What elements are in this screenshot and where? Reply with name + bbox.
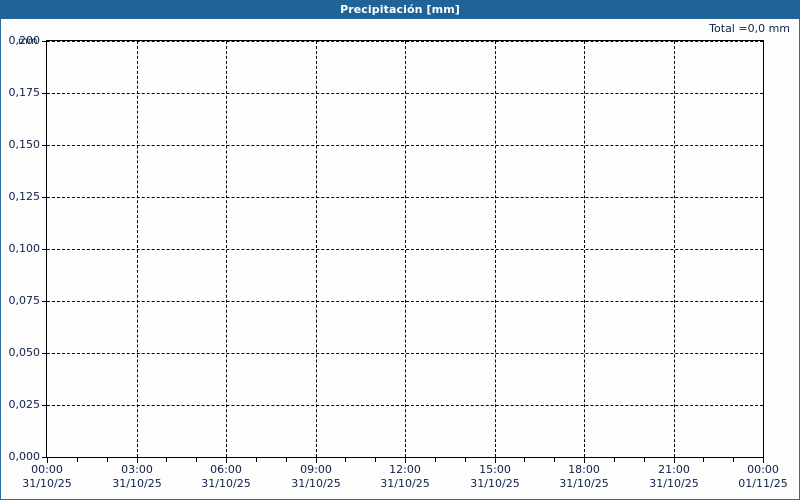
x-axis-label: 12:00 31/10/25 — [360, 463, 450, 491]
x-axis-major-tick — [316, 458, 317, 463]
x-axis-minor-tick — [524, 458, 525, 462]
x-axis-label-date: 31/10/25 — [112, 477, 162, 490]
x-axis-minor-tick — [733, 458, 734, 462]
x-axis-label-date: 31/10/25 — [649, 477, 699, 490]
y-axis-label: 0,200 — [1, 34, 41, 47]
x-gridline — [226, 41, 227, 457]
x-axis-minor-tick — [256, 458, 257, 462]
x-axis-label-time: 03:00 — [121, 463, 153, 476]
y-axis-tick — [42, 301, 46, 302]
x-axis-label: 03:00 31/10/25 — [92, 463, 182, 491]
x-axis-minor-tick — [196, 458, 197, 462]
x-axis-major-tick — [47, 458, 48, 463]
y-axis-tick — [42, 249, 46, 250]
x-gridline — [674, 41, 675, 457]
x-axis-minor-tick — [375, 458, 376, 462]
x-axis-label-date: 31/10/25 — [201, 477, 251, 490]
x-axis-label: 09:00 31/10/25 — [271, 463, 361, 491]
y-axis-label-text: 0,075 — [8, 294, 41, 307]
x-axis-label-date: 01/11/25 — [738, 477, 788, 490]
y-axis-label-text: 0,050 — [8, 346, 41, 359]
y-axis-label: 0,025 — [1, 398, 41, 411]
x-axis-minor-tick — [166, 458, 167, 462]
y-axis-tick — [42, 41, 46, 42]
y-axis-tick — [42, 353, 46, 354]
y-axis-label-text: 0,025 — [8, 398, 41, 411]
x-gridline — [137, 41, 138, 457]
y-axis-tick — [42, 197, 46, 198]
x-axis-label-date: 31/10/25 — [291, 477, 341, 490]
x-axis-minor-tick — [77, 458, 78, 462]
chart-content-area: Total =0,0 mm mm 0,000 0,025 0,050 0,075 0,1… — [0, 19, 800, 500]
x-axis-major-tick — [137, 458, 138, 463]
x-axis-label-time: 09:00 — [300, 463, 332, 476]
x-axis-label-date: 31/10/25 — [380, 477, 430, 490]
x-axis-minor-tick — [435, 458, 436, 462]
x-axis-label: 06:00 31/10/25 — [181, 463, 271, 491]
y-axis-tick — [42, 405, 46, 406]
x-axis-label: 18:00 31/10/25 — [539, 463, 629, 491]
y-axis-label: 0,000 — [1, 450, 41, 463]
x-axis-minor-tick — [614, 458, 615, 462]
y-axis-label: 0,075 — [1, 294, 41, 307]
x-axis-major-tick — [405, 458, 406, 463]
y-axis-unit-label: mm — [18, 36, 38, 47]
x-axis-label: 00:00 01/11/25 — [718, 463, 799, 491]
total-precipitation-readout: Total =0,0 mm — [709, 22, 790, 35]
x-axis-label-date: 31/10/25 — [470, 477, 520, 490]
x-axis-major-tick — [584, 458, 585, 463]
x-axis-major-tick — [763, 458, 764, 463]
x-axis-label: 15:00 31/10/25 — [450, 463, 540, 491]
x-axis-minor-tick — [286, 458, 287, 462]
y-axis-tick — [42, 145, 46, 146]
x-axis-label-time: 06:00 — [210, 463, 242, 476]
x-axis-label: 21:00 31/10/25 — [629, 463, 719, 491]
x-axis-major-tick — [226, 458, 227, 463]
x-axis-label: 00:00 31/10/25 — [2, 463, 92, 491]
x-axis-minor-tick — [345, 458, 346, 462]
x-axis-minor-tick — [554, 458, 555, 462]
x-axis-minor-tick — [465, 458, 466, 462]
x-axis-label-time: 00:00 — [747, 463, 779, 476]
x-axis-minor-tick — [703, 458, 704, 462]
x-axis-label-time: 15:00 — [479, 463, 511, 476]
x-axis-minor-tick — [107, 458, 108, 462]
x-gridline — [584, 41, 585, 457]
y-axis-tick — [42, 93, 46, 94]
x-axis-label-time: 21:00 — [658, 463, 690, 476]
plot-canvas — [47, 41, 763, 457]
x-axis-major-tick — [674, 458, 675, 463]
x-axis-label-time: 00:00 — [31, 463, 63, 476]
window-titlebar: Precipitación [mm] — [0, 0, 800, 19]
x-axis-label-date: 31/10/25 — [22, 477, 72, 490]
y-axis-label: 0,050 — [1, 346, 41, 359]
y-axis-label: 0,175 — [1, 86, 41, 99]
plot-area[interactable] — [46, 40, 764, 458]
y-axis-label-text: 0,100 — [8, 242, 41, 255]
x-axis-major-tick — [495, 458, 496, 463]
x-axis-label-time: 18:00 — [568, 463, 600, 476]
y-axis-tick — [42, 457, 46, 458]
y-axis-label: 0,125 — [1, 190, 41, 203]
x-axis-minor-tick — [644, 458, 645, 462]
y-axis-label: 0,100 — [1, 242, 41, 255]
x-axis-label-date: 31/10/25 — [559, 477, 609, 490]
y-axis-label-text: 0,125 — [8, 190, 41, 203]
y-axis-label-text: 0,200 — [8, 34, 41, 47]
x-axis-label-time: 12:00 — [389, 463, 421, 476]
y-axis-label-text: 0,150 — [8, 138, 41, 151]
x-gridline — [495, 41, 496, 457]
y-axis-label-text: 0,000 — [8, 450, 41, 463]
x-gridline — [405, 41, 406, 457]
y-axis-label: 0,150 — [1, 138, 41, 151]
y-axis-label-text: 0,175 — [8, 86, 41, 99]
window-title: Precipitación [mm] — [340, 3, 460, 16]
x-gridline — [316, 41, 317, 457]
